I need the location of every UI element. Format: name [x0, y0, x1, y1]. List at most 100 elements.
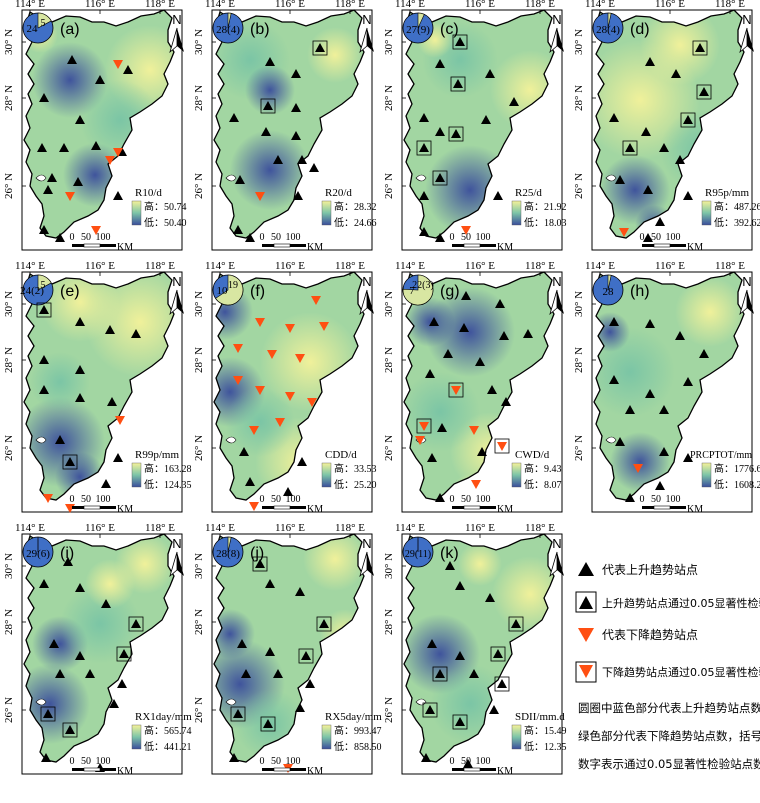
- panel-a: 114° E 116° E 118° E 30° N 28° N 26° N 24 5 (a) N…: [3, 0, 187, 253]
- legend-low-number: 12.35: [544, 742, 567, 753]
- legend-high-value: 高：993.47: [334, 724, 382, 737]
- scale-tick-label: 50: [461, 756, 471, 767]
- significance-box-icon: [508, 616, 524, 632]
- down-triangle-icon: [295, 354, 305, 363]
- legend-low-number: 124.35: [164, 480, 192, 491]
- legend-item-down-significant: 下降趋势站点通过0.05显著性检验: [575, 661, 760, 683]
- scale-unit: KM: [307, 766, 323, 777]
- scale-bar: 0 50 100 KM: [450, 494, 514, 515]
- legend-high-value: 高：1776.61: [714, 462, 760, 475]
- up-triangle-icon: [615, 175, 625, 184]
- pie-falling-slice: [215, 274, 244, 306]
- up-triangle-icon: [429, 317, 439, 326]
- value-legend: SDII/mm.d高：15.49低：12.35: [511, 711, 567, 753]
- scale-bar: 0 50 100 KM: [450, 756, 514, 777]
- north-arrow-icon: N: [549, 12, 564, 54]
- up-triangle-icon: [419, 143, 429, 152]
- color-ramp: [701, 462, 712, 488]
- panel-h: 114° E 116° E 118° E 30° N 28° N 26° N 28 (h) N P…: [573, 260, 760, 515]
- x-tick-label: 118° E: [145, 0, 175, 10]
- x-tick-label: 116° E: [85, 522, 115, 534]
- up-triangle-icon: [671, 69, 681, 78]
- significance-box-icon: [432, 170, 448, 186]
- up-triangle-icon: [419, 191, 429, 200]
- legend-high-prefix: 高：: [334, 462, 354, 475]
- up-triangle-icon: [683, 377, 693, 386]
- legend-high-number: 9.43: [544, 464, 562, 475]
- legend-low-value: 低：24.66: [334, 216, 377, 229]
- up-triangle-icon: [305, 679, 315, 688]
- up-triangle-icon: [239, 447, 249, 456]
- scale-tick-label: 50: [271, 756, 281, 767]
- significance-box-icon: [62, 454, 78, 470]
- y-tick-label: 26° N: [193, 697, 205, 723]
- up-triangle-icon: [117, 679, 127, 688]
- x-tick-label: 114° E: [205, 0, 235, 10]
- significance-box-icon: [416, 418, 432, 434]
- x-tick-label: 114° E: [395, 260, 425, 272]
- significance-box-icon: [432, 666, 448, 682]
- significance-box-icon: [260, 98, 276, 114]
- up-triangle-icon: [101, 479, 111, 488]
- stations: [37, 55, 133, 242]
- up-triangle-icon: [265, 647, 275, 656]
- y-tick-label: 28° N: [383, 347, 395, 373]
- up-triangle-icon: [699, 349, 709, 358]
- panel-letter: (e): [60, 283, 80, 300]
- y-tick-label: 30° N: [3, 29, 15, 55]
- value-legend: R20/d高：28.32低：24.66: [321, 187, 377, 229]
- pie-falling-slice: [227, 536, 232, 553]
- pie-rising-count: 29(6): [26, 548, 50, 560]
- up-triangle-icon: [55, 435, 65, 444]
- color-ramp: [511, 462, 522, 488]
- down-triangle-icon: [113, 60, 123, 69]
- north-label: N: [362, 274, 371, 289]
- trend-pie: 28(4): [592, 12, 624, 44]
- up-triangle-icon: [645, 389, 655, 398]
- color-ramp: [131, 200, 142, 226]
- pie-rising-count: 7: [409, 285, 415, 297]
- y-tick-label: 26° N: [383, 173, 395, 199]
- legend-up-sig-label: 上升趋势站点通过0.05显著性检验: [602, 596, 760, 610]
- pie-rising-count: 10: [217, 285, 229, 297]
- significance-box-icon: [416, 140, 432, 156]
- legend-high-value: 高：163.28: [144, 462, 192, 475]
- north-arrow-icon: N: [739, 274, 754, 316]
- panel-letter: (b): [250, 21, 270, 38]
- scale-unit: KM: [117, 766, 133, 777]
- y-tick-label: 30° N: [383, 553, 395, 579]
- north-label: N: [742, 274, 751, 289]
- legend-low-value: 低：12.35: [524, 740, 567, 753]
- up-triangle-icon: [295, 703, 305, 712]
- scale-unit: KM: [307, 242, 323, 253]
- legend-high-value: 高：33.53: [334, 462, 377, 475]
- up-triangle-icon: [477, 447, 487, 456]
- pie-falling-slice: [417, 12, 425, 29]
- y-tick-label: 28° N: [573, 85, 585, 111]
- pie-rising-count: 28(8): [216, 548, 240, 560]
- up-triangle-icon: [235, 175, 245, 184]
- legend-high-number: 993.47: [354, 726, 382, 737]
- panel-e: 114° E 116° E 118° E 30° N 28° N 26° N 24(2)5 (…: [3, 260, 192, 515]
- legend-note-line-1: 圆圈中蓝色部分代表上升趋势站点数，: [578, 701, 760, 715]
- x-tick-label: 116° E: [85, 260, 115, 272]
- up-triangle-icon: [511, 619, 521, 628]
- up-triangle-icon: [459, 323, 469, 332]
- up-triangle-icon: [425, 369, 435, 378]
- up-triangle-icon: [493, 191, 503, 200]
- up-triangle-icon: [43, 185, 53, 194]
- panel-letter: (h): [630, 283, 650, 300]
- y-tick-label: 30° N: [383, 291, 395, 317]
- down-triangle-icon: [233, 344, 243, 353]
- y-tick-label: 26° N: [193, 435, 205, 461]
- legend-high-value: 高：9.43: [524, 462, 562, 475]
- significance-box-icon: [494, 438, 510, 454]
- y-tick-label: 28° N: [3, 609, 15, 635]
- trend-pie: 29(6): [22, 536, 54, 568]
- up-triangle-icon: [655, 217, 665, 226]
- scale-bar: 0 50 100 KM: [70, 756, 134, 777]
- north-arrow-icon: N: [359, 536, 374, 578]
- up-triangle-icon: [683, 191, 693, 200]
- legend-item-down: 代表下降趋势站点: [578, 628, 698, 642]
- legend-low-value: 低：50.40: [144, 216, 187, 229]
